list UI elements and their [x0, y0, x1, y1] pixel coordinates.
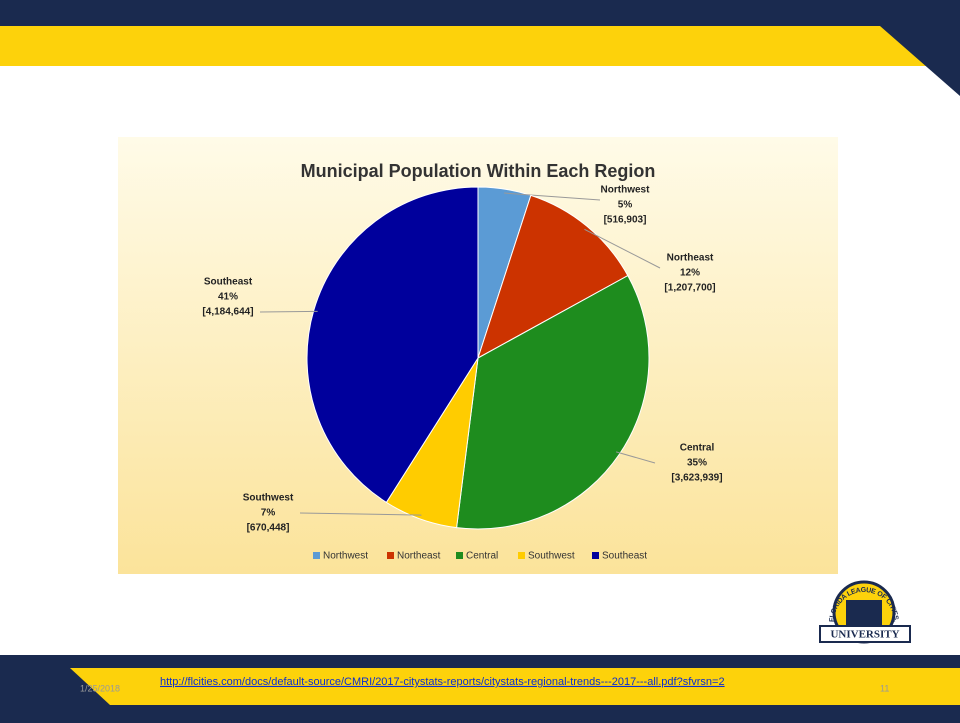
leader-line: [504, 192, 601, 201]
legend-swatch: [387, 552, 394, 559]
leader-line: [584, 228, 661, 269]
legend-swatch: [313, 552, 320, 559]
logo-banner-text: UNIVERSITY: [830, 629, 899, 641]
legend-label: Southeast: [602, 551, 647, 562]
data-label-value: 7%: [261, 508, 276, 519]
top-bar: [0, 0, 960, 26]
logo-building: [846, 600, 882, 626]
top-corner: [880, 26, 960, 96]
chart-title: Municipal Population Within Each Region: [301, 161, 656, 181]
pie-slice: [477, 194, 629, 360]
legend-label: Northeast: [397, 551, 441, 562]
data-label-name: Southeast: [204, 277, 253, 288]
leader-line: [259, 310, 318, 313]
data-label-value: 5%: [618, 200, 633, 211]
data-label-population: [3,623,939]: [671, 473, 722, 484]
top-band: [0, 26, 960, 66]
legend-swatch: [518, 552, 525, 559]
data-label-value: 12%: [680, 268, 700, 279]
pie-slice: [456, 274, 650, 530]
bottom-band: [70, 668, 960, 705]
data-label-value: 41%: [218, 292, 238, 303]
footer-date: 1/25/2018: [80, 683, 120, 693]
legend-label: Southwest: [528, 551, 575, 562]
data-label-population: [516,903]: [604, 215, 647, 226]
data-label-name: Southwest: [243, 493, 294, 504]
logo-banner: [819, 625, 911, 643]
leader-line: [299, 512, 422, 516]
data-label-population: [1,207,700]: [664, 283, 715, 294]
leader-line: [615, 451, 656, 464]
data-label-population: [4,184,644]: [202, 307, 253, 318]
footer-link[interactable]: http://flcities.com/docs/default-source/…: [160, 676, 725, 688]
data-label-name: Northwest: [601, 185, 651, 196]
legend-label: Northwest: [323, 551, 368, 562]
legend: Northwest Northeast Central Southwest Southe…: [313, 551, 647, 562]
pie: Northwest 5% [516,903] Northeast 12% [1,207,7…: [202, 185, 722, 534]
data-label-name: Central: [680, 443, 715, 454]
footer-page: 11: [880, 683, 889, 693]
data-label-value: 35%: [687, 458, 707, 469]
legend-swatch: [456, 552, 463, 559]
pie-slice: [306, 186, 479, 504]
legend-swatch: [592, 552, 599, 559]
legend-label: Central: [466, 551, 498, 562]
data-label-name: Northeast: [667, 253, 714, 264]
data-label-population: [670,448]: [247, 523, 290, 534]
